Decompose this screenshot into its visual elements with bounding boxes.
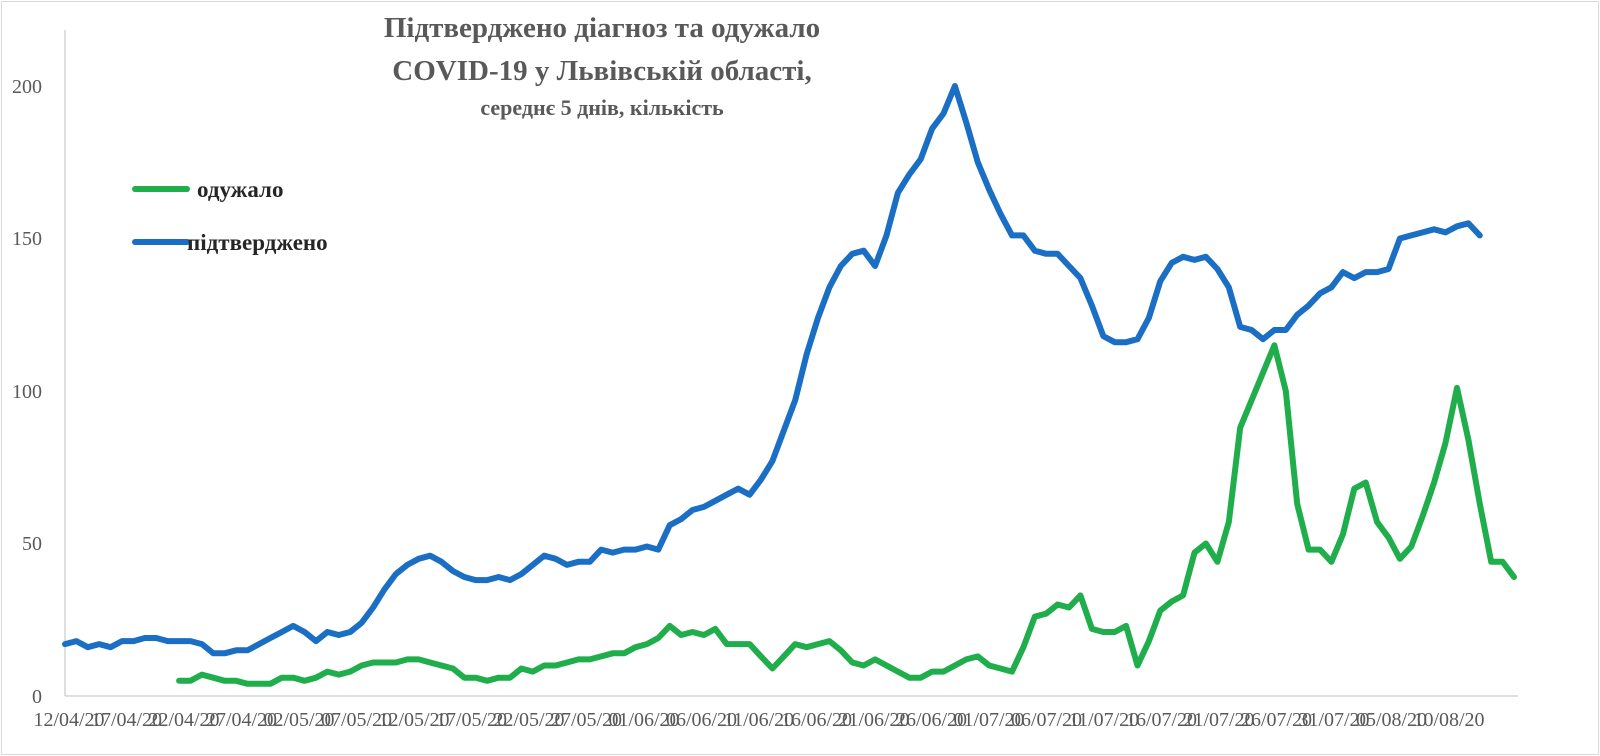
x-tick-label: 26/07/20 (1241, 709, 1312, 731)
x-tick-label: 22/04/20 (148, 709, 219, 731)
x-tick-label: 22/05/20 (493, 709, 564, 731)
x-tick-label: 27/04/20 (206, 709, 277, 731)
x-tick-label: 06/06/20 (666, 709, 737, 731)
x-tick-label: 11/06/20 (724, 709, 794, 731)
x-tick-label: 01/07/20 (953, 709, 1024, 731)
x-tick-label: 01/06/20 (608, 709, 679, 731)
legend: одужало підтверджено (132, 177, 328, 255)
chart-subtitle: середнє 5 днів, кількість (480, 95, 724, 120)
x-tick-label: 12/05/20 (378, 709, 449, 731)
title-line-2: COVID-19 у Львівській області, (392, 55, 811, 87)
series-line-odujalo (176, 342, 1517, 687)
x-tick-label: 11/07/20 (1069, 709, 1139, 731)
y-tick-label: 150 (12, 228, 42, 250)
x-tick-label: 17/04/20 (91, 709, 162, 731)
x-tick-label: 16/07/20 (1126, 709, 1197, 731)
x-tick-label: 12/04/20 (33, 709, 104, 731)
axes (64, 30, 1518, 697)
x-tick-label: 07/05/20 (321, 709, 392, 731)
chart-title: Підтверджено діагноз та одужало COVID-19… (384, 12, 820, 120)
x-tick-label: 26/06/20 (896, 709, 967, 731)
x-tick-label: 10/08/20 (1413, 709, 1484, 731)
y-tick-label: 200 (12, 76, 42, 98)
y-tick-labels: 0 50 100 150 200 (12, 76, 42, 708)
x-tick-label: 27/05/20 (551, 709, 622, 731)
x-tick-label: 05/08/20 (1356, 709, 1427, 731)
series-lines (62, 83, 1517, 687)
x-tick-label: 31/07/20 (1298, 709, 1369, 731)
x-tick-label: 02/05/20 (263, 709, 334, 731)
x-tick-label: 21/06/20 (838, 709, 909, 731)
series-line-pidtverdzheno (62, 83, 1483, 657)
x-tick-label: 21/07/20 (1183, 709, 1254, 731)
x-tick-labels: 12/04/2017/04/2022/04/2027/04/2002/05/20… (33, 709, 1484, 731)
title-line-1: Підтверджено діагноз та одужало (384, 12, 820, 44)
y-tick-label: 0 (32, 686, 42, 708)
x-tick-label: 16/06/20 (781, 709, 852, 731)
y-tick-label: 50 (22, 533, 42, 555)
legend-label-pidtverdzheno: підтверджено (187, 230, 328, 255)
x-tick-label: 06/07/20 (1011, 709, 1082, 731)
legend-label-odujalo: одужало (197, 177, 283, 202)
x-tick-label: 17/05/20 (436, 709, 507, 731)
y-tick-label: 100 (12, 381, 42, 403)
